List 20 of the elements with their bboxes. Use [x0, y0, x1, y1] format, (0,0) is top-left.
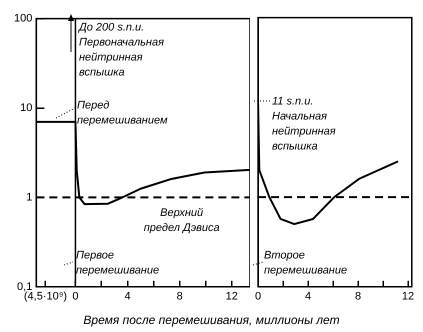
x-tick-label: 0 [254, 290, 262, 302]
x-tick-label: 8 [354, 290, 362, 302]
annotation: Перед перемешиванием [77, 100, 168, 127]
x-tick-label: 0 [72, 290, 78, 302]
y-tick-label: 100 [14, 12, 32, 25]
x-tick-label: (4,5·10⁹) [24, 290, 68, 302]
y-tick-label: 0,1 [17, 280, 32, 293]
x-tick-label: 12 [402, 290, 414, 302]
x-tick-label: 12 [226, 290, 238, 302]
ref-line-label: Верхний предел Дэвиса [144, 206, 220, 234]
y-tick-label: 10 [20, 102, 32, 114]
x-axis-title: Время после перемешивания, миллионы лет [82, 313, 341, 327]
annotation: Второе перемешивание [264, 250, 348, 277]
annotation: 11 s.n.u. Начальная нейтринная вспышка [272, 96, 336, 153]
annotation: Первое перемешивание [76, 250, 160, 277]
y-tick-label: 1 [26, 191, 32, 204]
x-tick-label: 4 [124, 290, 131, 302]
x-tick-label: 4 [304, 290, 312, 302]
x-tick-label: 8 [176, 290, 183, 302]
annotation: До 200 s.n.u. Первоначальная нейтринная вспышка [77, 22, 164, 79]
